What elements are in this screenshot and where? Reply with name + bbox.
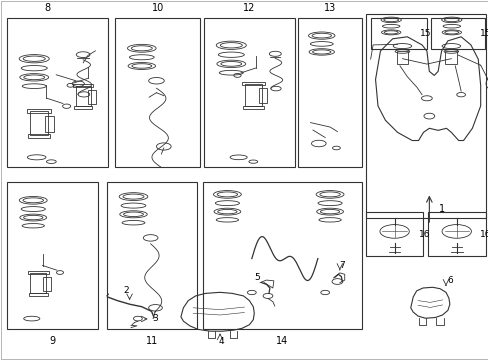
Bar [45, 116, 54, 132]
Text: 1: 1 [438, 204, 444, 214]
Bar [29, 293, 47, 296]
Bar [30, 111, 48, 135]
Bar [259, 88, 267, 103]
Bar [27, 271, 49, 274]
Text: 4: 4 [218, 337, 224, 346]
Bar [244, 84, 261, 106]
Text: 7: 7 [339, 261, 345, 270]
Bar [30, 273, 46, 293]
Bar [365, 212, 423, 256]
Bar [76, 86, 90, 106]
Text: 9: 9 [49, 336, 56, 346]
Bar [115, 18, 200, 167]
Text: 11: 11 [145, 336, 158, 346]
Bar [7, 18, 107, 167]
Bar [73, 84, 93, 87]
Bar [243, 105, 263, 109]
Text: 15: 15 [419, 29, 430, 38]
Bar [298, 18, 361, 167]
Bar [28, 134, 50, 138]
Bar [74, 106, 92, 109]
Text: 14: 14 [276, 336, 288, 346]
Bar [88, 90, 96, 104]
Bar [7, 182, 98, 329]
Bar [445, 51, 456, 64]
Bar [396, 51, 407, 64]
Bar [427, 212, 485, 256]
Bar [242, 82, 264, 85]
Text: 6: 6 [447, 276, 452, 285]
Bar [106, 182, 197, 329]
Bar [203, 182, 361, 329]
Text: 13: 13 [323, 3, 336, 13]
Bar [370, 18, 426, 49]
Text: 10: 10 [151, 3, 163, 13]
Text: 8: 8 [44, 3, 50, 13]
Bar [365, 14, 485, 218]
Text: 5: 5 [253, 274, 259, 282]
Text: 12: 12 [243, 3, 255, 13]
Text: 15: 15 [479, 29, 488, 38]
Bar [430, 18, 484, 49]
Text: 2: 2 [123, 287, 129, 295]
Bar [27, 109, 51, 113]
Text: 16: 16 [418, 230, 429, 239]
Text: 16: 16 [479, 230, 488, 239]
Text: 3: 3 [152, 315, 158, 323]
Bar [204, 18, 294, 167]
Bar [43, 276, 51, 291]
